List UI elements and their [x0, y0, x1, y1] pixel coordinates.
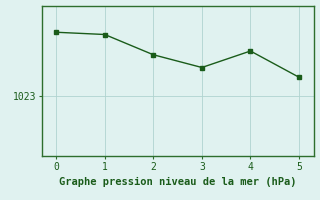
X-axis label: Graphe pression niveau de la mer (hPa): Graphe pression niveau de la mer (hPa) — [59, 177, 296, 187]
